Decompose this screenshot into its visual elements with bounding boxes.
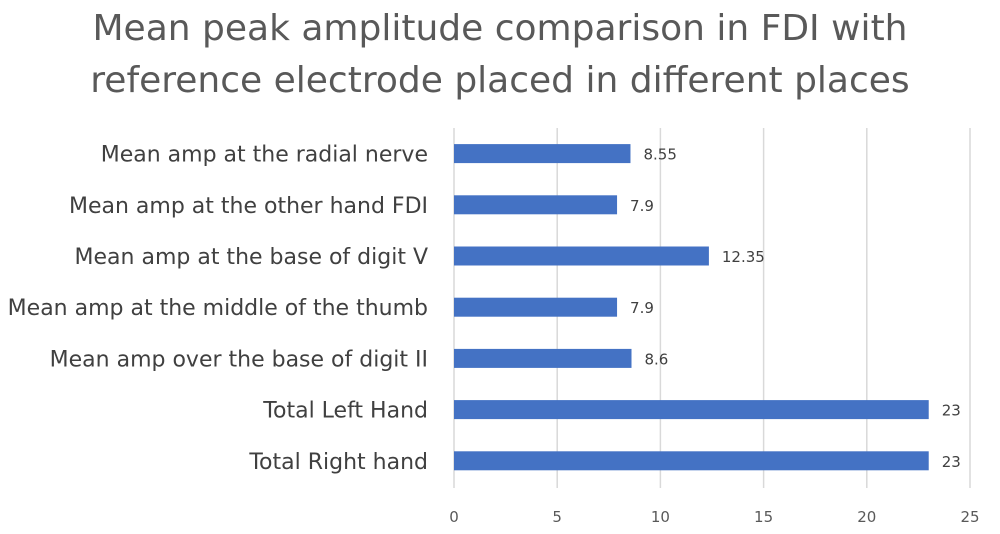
data-label: 23: [942, 453, 961, 471]
gridlines: [453, 128, 971, 488]
category-label: Total Right hand: [248, 450, 428, 475]
chart-title-line-1: Mean peak amplitude comparison in FDI wi…: [92, 8, 907, 49]
x-tick-label: 20: [857, 508, 876, 526]
category-label: Mean amp at the other hand FDI: [69, 194, 428, 219]
category-label: Total Left Hand: [262, 399, 428, 424]
data-label: 7.9: [630, 299, 654, 317]
category-label: Mean amp at the base of digit V: [75, 245, 428, 270]
chart-title-line-2: reference electrode placed in different …: [90, 60, 909, 101]
bar: [454, 195, 618, 215]
category-labels: Mean amp at the radial nerve Mean amp at …: [8, 143, 428, 475]
data-label: 8.55: [643, 146, 676, 164]
x-axis-tick-labels: 0 5 10 15 20 25: [449, 508, 979, 526]
bars: [454, 144, 929, 471]
x-tick-label: 5: [552, 508, 562, 526]
category-label: Mean amp at the radial nerve: [101, 143, 428, 168]
x-tick-label: 10: [651, 508, 670, 526]
chart-title: Mean peak amplitude comparison in FDI wi…: [90, 8, 909, 101]
x-tick-label: 0: [449, 508, 459, 526]
data-label: 7.9: [630, 197, 654, 215]
category-label: Mean amp at the middle of the thumb: [8, 296, 428, 321]
x-tick-label: 25: [960, 508, 979, 526]
category-label: Mean amp over the base of digit II: [50, 347, 428, 372]
x-tick-label: 15: [754, 508, 773, 526]
bar: [454, 451, 929, 471]
data-labels: 8.55 7.9 12.35 7.9 8.6 23 23: [630, 146, 961, 471]
data-label: 23: [942, 402, 961, 420]
bar: [454, 400, 929, 420]
bar: [454, 297, 618, 317]
data-label: 12.35: [722, 248, 765, 266]
bar: [454, 144, 631, 164]
data-label: 8.6: [645, 350, 669, 368]
bar: [454, 246, 709, 266]
bar: [454, 348, 632, 368]
